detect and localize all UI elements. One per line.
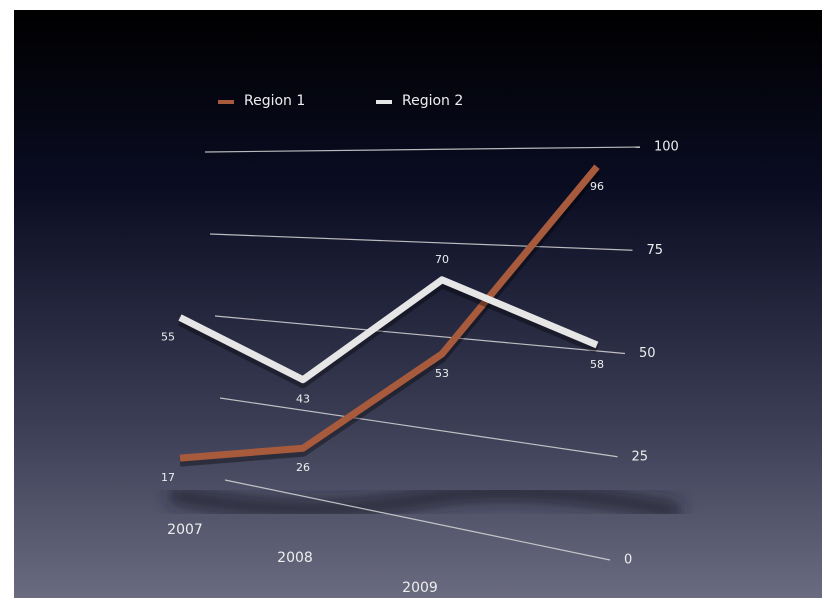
legend: Region 1 Region 2 <box>218 93 463 109</box>
data-label: 53 <box>435 367 449 380</box>
legend-label: Region 2 <box>402 93 463 109</box>
grid-line <box>214 315 626 355</box>
data-label: 26 <box>296 461 310 474</box>
y-tick-label: 75 <box>647 243 664 258</box>
grid-line <box>204 146 641 153</box>
data-label: 70 <box>435 253 449 266</box>
shadow <box>168 484 682 520</box>
series-line <box>178 276 599 384</box>
grid-line <box>209 233 633 251</box>
y-tick-label: 25 <box>632 449 649 464</box>
y-tick-label: 0 <box>624 553 632 568</box>
grid-line <box>224 479 611 561</box>
data-label: 43 <box>296 393 310 406</box>
data-label: 58 <box>590 358 604 371</box>
x-tick-label: 2008 <box>277 550 313 566</box>
series-line <box>179 164 600 462</box>
x-tick-label: 2009 <box>402 580 438 596</box>
legend-label: Region 1 <box>244 93 305 109</box>
data-label: 96 <box>590 180 604 193</box>
y-tick-label: 50 <box>639 346 656 361</box>
data-label: 55 <box>161 331 175 344</box>
y-tick-label: 100 <box>654 140 679 155</box>
grid-line <box>219 397 618 458</box>
data-label: 17 <box>161 471 175 484</box>
x-tick-label: 2007 <box>167 522 203 538</box>
